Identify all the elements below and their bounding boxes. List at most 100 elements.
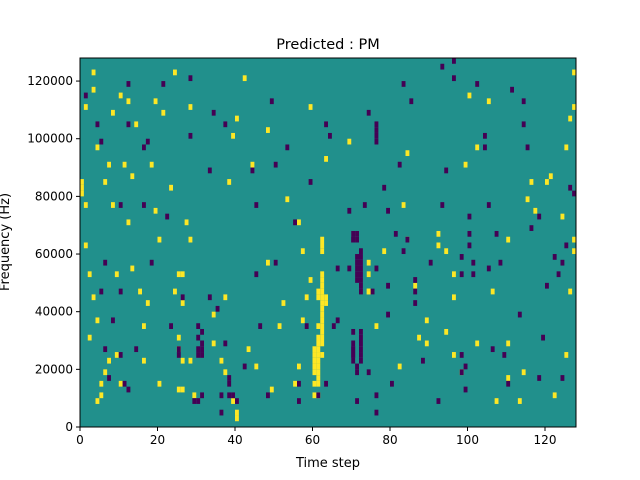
heatmap-cell-high bbox=[219, 357, 224, 364]
heatmap-cell-high bbox=[548, 173, 553, 180]
heatmap-cell-low bbox=[359, 271, 363, 278]
heatmap-cell-low bbox=[331, 323, 336, 329]
heatmap-cell-low bbox=[335, 265, 340, 272]
heatmap-cell-high bbox=[397, 363, 402, 370]
heatmap-cell-high bbox=[99, 392, 104, 399]
heatmap-cell-high bbox=[320, 317, 325, 324]
heatmap-cell-low bbox=[355, 398, 359, 404]
heatmap-cell-high bbox=[572, 236, 576, 243]
heatmap-cell-low bbox=[483, 132, 487, 139]
heatmap-cell-high bbox=[560, 213, 565, 220]
heatmap-cell-low bbox=[95, 121, 100, 128]
heatmap-cell-low bbox=[118, 352, 123, 358]
y-axis-label: Frequency (Hz) bbox=[0, 193, 13, 291]
heatmap-cell-high bbox=[103, 179, 108, 185]
y-tick-label: 60000 bbox=[35, 247, 73, 261]
x-tick-label: 40 bbox=[227, 433, 242, 447]
plot-area bbox=[79, 57, 577, 428]
heatmap-cell-low bbox=[308, 179, 313, 185]
heatmap-cell-low bbox=[572, 190, 576, 197]
heatmap-cell-high bbox=[374, 323, 379, 329]
heatmap-cell-low bbox=[126, 81, 131, 87]
heatmap-cell-low bbox=[254, 202, 259, 208]
heatmap-cell-low bbox=[486, 202, 491, 208]
x-axis: 0 20 40 60 80 100 120 bbox=[76, 427, 556, 447]
heatmap-cell-low bbox=[444, 167, 449, 174]
plot-background bbox=[80, 58, 576, 427]
heatmap-cell-high bbox=[312, 392, 317, 399]
heatmap-cell-low bbox=[200, 340, 204, 347]
heatmap-cell-high bbox=[320, 236, 325, 243]
heatmap-cell-low bbox=[366, 109, 371, 116]
heatmap-cell-low bbox=[242, 363, 247, 370]
heatmap-cell-low bbox=[145, 138, 150, 145]
heatmap-cell-high bbox=[506, 340, 511, 347]
heatmap-cell-low bbox=[382, 184, 387, 191]
heatmap-cell-high bbox=[176, 271, 181, 278]
heatmap-cell-high bbox=[111, 109, 115, 116]
heatmap-cell-low bbox=[355, 254, 359, 260]
y-tick-label: 0 bbox=[65, 420, 73, 434]
heatmap-cell-low bbox=[506, 380, 511, 387]
heatmap-cell-high bbox=[568, 115, 573, 122]
heatmap-cell-high bbox=[145, 300, 150, 306]
y-tick-label: 100000 bbox=[27, 132, 73, 146]
high-value-cells bbox=[80, 69, 576, 422]
heatmap-cell-high bbox=[316, 323, 321, 329]
heatmap-cell-low bbox=[568, 184, 573, 191]
heatmap-cell-high bbox=[304, 294, 309, 301]
heatmap-cell-high bbox=[91, 69, 96, 76]
heatmap-cell-low bbox=[227, 380, 232, 387]
heatmap-cell-high bbox=[320, 288, 325, 295]
heatmap-cell-low bbox=[370, 288, 375, 295]
heatmap-cell-low bbox=[366, 369, 371, 376]
heatmap-cell-low bbox=[347, 207, 352, 214]
heatmap-cell-high bbox=[320, 311, 325, 318]
heatmap-cell-low bbox=[200, 346, 204, 353]
heatmap-cell-low bbox=[207, 294, 212, 301]
heatmap-cell-low bbox=[142, 202, 146, 208]
heatmap-cell-low bbox=[440, 202, 445, 208]
heatmap-cell-low bbox=[390, 380, 394, 387]
heatmap-cell-low bbox=[409, 98, 414, 105]
heatmap-cell-low bbox=[355, 271, 359, 278]
heatmap-cell-low bbox=[541, 334, 545, 341]
heatmap-cell-high bbox=[95, 317, 100, 324]
heatmap-cell-high bbox=[227, 179, 232, 185]
heatmap-cell-low bbox=[386, 207, 390, 214]
heatmap-cell-high bbox=[134, 121, 139, 128]
heatmap-cell-low bbox=[545, 282, 549, 289]
heatmap-cell-low bbox=[126, 386, 131, 393]
heatmap-cell-low bbox=[374, 121, 379, 128]
heatmap-cell-high bbox=[312, 380, 317, 387]
heatmap-cell-high bbox=[83, 202, 88, 208]
heatmap-cell-high bbox=[254, 363, 259, 370]
heatmap-cell-low bbox=[521, 121, 526, 128]
heatmap-cell-low bbox=[374, 127, 379, 133]
heatmap-cell-high bbox=[316, 352, 321, 358]
heatmap-cell-high bbox=[80, 184, 84, 191]
heatmap-cell-low bbox=[537, 375, 542, 381]
heatmap-cell-low bbox=[498, 259, 503, 266]
heatmap-cell-low bbox=[401, 248, 406, 255]
heatmap-cell-high bbox=[572, 104, 576, 110]
heatmap-cell-high bbox=[153, 98, 158, 105]
heatmap-cell-low bbox=[413, 300, 418, 306]
heatmap-cell-low bbox=[359, 248, 363, 255]
heatmap-cell-high bbox=[452, 294, 456, 301]
heatmap-cell-low bbox=[413, 288, 418, 295]
heatmap-cell-low bbox=[413, 277, 418, 283]
heatmap-cell-high bbox=[118, 92, 123, 99]
heatmap-cell-low bbox=[374, 409, 379, 416]
heatmap-cell-high bbox=[312, 352, 317, 358]
heatmap-cell-low bbox=[215, 305, 220, 312]
heatmap-cell-low bbox=[359, 340, 363, 347]
heatmap-cell-high bbox=[521, 369, 526, 376]
heatmap-cell-high bbox=[266, 259, 270, 266]
heatmap-cell-low bbox=[196, 352, 201, 358]
heatmap-cell-low bbox=[176, 352, 181, 358]
heatmap-cell-high bbox=[424, 340, 429, 347]
heatmap-cell-high bbox=[153, 207, 158, 214]
heatmap-cell-high bbox=[308, 277, 313, 283]
heatmap-cell-low bbox=[297, 398, 301, 404]
